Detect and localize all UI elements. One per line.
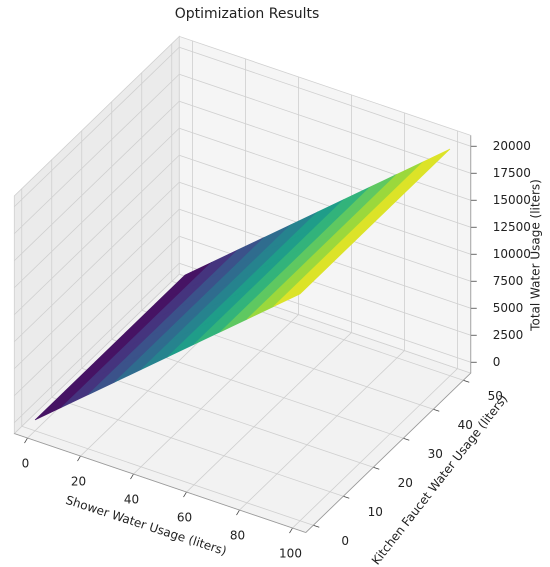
tick-mark — [373, 466, 380, 470]
tick-mark — [463, 379, 470, 383]
tick-mark — [313, 524, 320, 528]
x-tick-label: 60 — [177, 511, 192, 525]
tick-mark — [24, 437, 28, 444]
grid-line — [133, 314, 299, 475]
grid-line — [13, 235, 180, 397]
grid-line — [13, 262, 180, 424]
x-tick-label: 40 — [124, 493, 139, 507]
y-tick-label: 10 — [368, 505, 383, 519]
chart-title: Optimization Results — [175, 6, 320, 22]
tick-mark — [130, 473, 134, 480]
z-tick-label: 7500 — [493, 274, 524, 288]
z-axis-label: Total Water Usage (liters) — [529, 179, 543, 332]
grid-line — [51, 396, 344, 497]
grid-line — [239, 350, 405, 511]
grid-line — [179, 127, 471, 228]
z-tick-label: 12500 — [493, 220, 531, 234]
z-tick-label: 10000 — [493, 247, 531, 261]
x-tick-label: 100 — [279, 547, 302, 561]
grid-line — [13, 73, 180, 235]
grid-line — [13, 100, 180, 262]
tick-mark — [403, 437, 410, 441]
y-tick-label: 0 — [341, 534, 349, 548]
grid-line — [179, 235, 471, 336]
z-tick-label: 17500 — [493, 166, 531, 180]
grid-line — [13, 127, 180, 289]
tick-mark — [343, 495, 350, 499]
z-tick-label: 20000 — [493, 139, 531, 153]
grid-line — [81, 367, 374, 468]
z-tick-label: 5000 — [493, 301, 524, 315]
tick-mark — [183, 491, 187, 498]
y-tick-label: 40 — [458, 418, 473, 432]
grid-line — [13, 154, 180, 316]
grid-line — [13, 46, 180, 208]
grid-line — [186, 332, 352, 493]
tick-mark — [289, 527, 293, 534]
tick-mark — [236, 509, 240, 516]
grid-line — [13, 181, 180, 343]
tick-mark — [433, 408, 440, 412]
z-tick-label: 2500 — [493, 328, 524, 342]
grid-line — [21, 425, 314, 526]
y-tick-label: 30 — [428, 447, 443, 461]
y-axis-line — [305, 372, 472, 533]
grid-line — [179, 154, 471, 255]
grid-line — [13, 208, 180, 370]
grid-line — [179, 73, 471, 174]
x-tick-label: 20 — [71, 475, 86, 489]
x-tick-label: 80 — [230, 529, 245, 543]
z-tick-label: 15000 — [493, 193, 531, 207]
z-tick-label: 0 — [493, 355, 501, 369]
grid-line — [179, 46, 471, 147]
y-tick-label: 50 — [488, 389, 503, 403]
y-tick-label: 20 — [398, 476, 413, 490]
grid-line — [292, 368, 458, 529]
surface-facet — [273, 264, 331, 307]
x-axis-label: Shower Water Usage (liters) — [64, 493, 228, 558]
x-axis-line — [14, 433, 306, 533]
tick-mark — [77, 455, 81, 462]
x-tick-label: 0 — [22, 457, 30, 471]
grid-line — [179, 100, 471, 201]
